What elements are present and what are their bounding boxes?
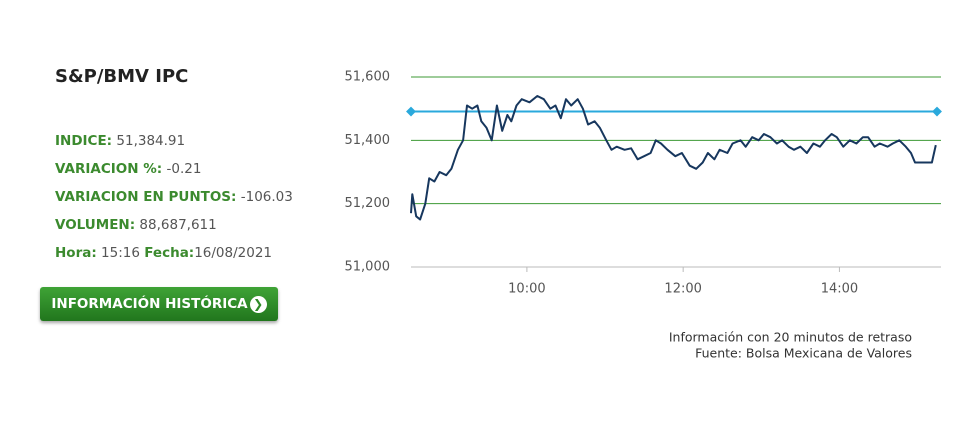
x-tick-label: 10:00 (508, 282, 545, 297)
button-label: INFORMACIÓN HISTÓRICA (51, 296, 248, 312)
history-button[interactable]: INFORMACIÓN HISTÓRICA ❯ (40, 287, 278, 321)
y-tick-label: 51,600 (345, 70, 391, 85)
stat-value: 51,384.91 (116, 133, 186, 149)
stat-value: -106.03 (240, 189, 293, 205)
stat-label: INDICE: (55, 133, 113, 149)
y-tick-label: 51,400 (345, 133, 391, 148)
stat-row: VARIACION EN PUNTOS: -106.03 (55, 189, 293, 205)
y-tick-label: 51,200 (345, 196, 391, 211)
stat-label: VARIACION %: (55, 161, 163, 177)
price-line (410, 95, 937, 221)
reference-marker (932, 106, 942, 117)
date-label: Fecha: (144, 245, 195, 261)
time-value: 15:16 (101, 245, 140, 261)
stat-label: VARIACION EN PUNTOS: (55, 189, 237, 205)
index-title: S&P/BMV IPC (55, 66, 189, 87)
stat-value: 88,687,611 (139, 217, 217, 233)
y-tick-label: 51,000 (345, 260, 391, 275)
date-value: 16/08/2021 (194, 245, 273, 261)
reference-marker (406, 106, 416, 117)
x-tick-label: 12:00 (664, 282, 701, 297)
time-label: Hora: (55, 245, 97, 261)
stat-row: INDICE: 51,384.91 (55, 133, 185, 149)
stat-row: VOLUMEN: 88,687,611 (55, 217, 217, 233)
stat-row: VARIACION %: -0.21 (55, 161, 201, 177)
arrow-icon: ❯ (249, 295, 267, 313)
stat-value: -0.21 (166, 161, 202, 177)
stat-label: VOLUMEN: (55, 217, 136, 233)
source-note: Información con 20 minutos de retraso (669, 330, 912, 345)
source-note: Fuente: Bolsa Mexicana de Valores (695, 346, 912, 361)
x-tick-label: 14:00 (821, 282, 858, 297)
stat-row: Hora: 15:16 Fecha:16/08/2021 (55, 245, 272, 261)
